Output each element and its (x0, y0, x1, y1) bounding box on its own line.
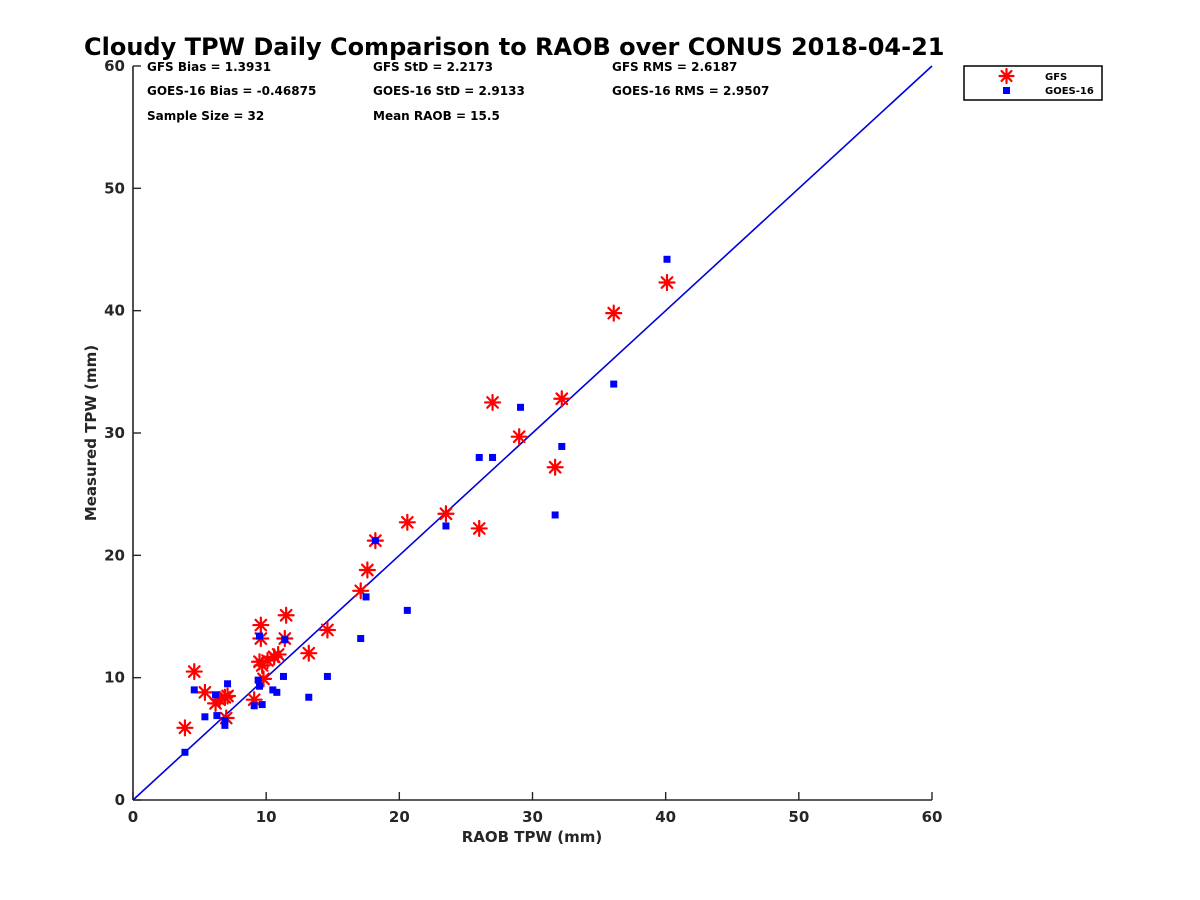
legend-goes-square-icon (1003, 87, 1010, 94)
y-tick-label: 30 (104, 424, 125, 442)
sample-size-stat: Sample Size = 32 (147, 109, 264, 123)
gfs-point (245, 691, 263, 709)
data-points (176, 255, 676, 756)
gfs-point (352, 582, 370, 600)
x-tick-label: 0 (128, 808, 138, 826)
gfs-point (196, 683, 214, 701)
goes-16-point (362, 593, 370, 601)
gfs-point (605, 304, 623, 322)
gfs-point (218, 687, 237, 705)
goes-16-point (213, 712, 221, 720)
goes-16-point (254, 676, 262, 684)
legend-gfs-asterisk-icon (998, 67, 1015, 85)
goes-16-point (224, 680, 232, 688)
gfs-point (358, 561, 376, 579)
gfs-point (210, 691, 229, 709)
x-axis-label: RAOB TPW (mm) (462, 828, 603, 846)
gfs-point (483, 393, 502, 412)
gfs-point (277, 606, 295, 624)
gfs-point (254, 670, 273, 688)
goes-16-point (323, 672, 331, 680)
goes-rms-stat: GOES-16 RMS = 2.9507 (612, 84, 769, 98)
mean-raob-stat: Mean RAOB = 15.5 (373, 109, 500, 123)
goes-16-point (371, 537, 379, 545)
goes-16-point (475, 453, 483, 461)
goes-bias-stat: GOES-16 Bias = -0.46875 (147, 84, 316, 98)
gfs-std-stat: GFS StD = 2.2173 (373, 60, 493, 74)
goes-16-point (305, 693, 313, 701)
goes-16-series (181, 255, 671, 756)
gfs-point (510, 428, 528, 446)
goes-16-point (489, 453, 497, 461)
y-axis-label: Measured TPW (mm) (82, 345, 100, 521)
goes-16-point (258, 701, 266, 709)
y-tick-label: 40 (104, 302, 125, 320)
y-tick-label: 10 (104, 669, 125, 687)
goes-16-point (201, 713, 209, 721)
gfs-rms-stat: GFS RMS = 2.6187 (612, 60, 737, 74)
legend-gfs-label: GFS (1045, 72, 1067, 83)
gfs-point (546, 458, 564, 476)
x-tick-label: 10 (256, 808, 277, 826)
y-tick-label: 60 (104, 57, 125, 75)
goes-16-point (281, 636, 289, 644)
goes-16-point (190, 686, 198, 694)
goes-std-stat: GOES-16 StD = 2.9133 (373, 84, 525, 98)
goes-16-point (357, 635, 365, 643)
gfs-point (269, 645, 287, 664)
gfs-point (658, 273, 676, 292)
y-tick-label: 50 (104, 179, 125, 197)
goes-16-point (212, 691, 220, 699)
gfs-point (185, 662, 203, 681)
goes-16-point (181, 748, 189, 756)
x-tick-label: 60 (922, 808, 943, 826)
legend: GFS GOES-16 (963, 65, 1103, 101)
goes-16-point (250, 702, 258, 710)
gfs-point (300, 644, 318, 662)
x-tick-label: 50 (788, 808, 809, 826)
gfs-point (176, 719, 194, 737)
x-tick-label: 30 (522, 808, 543, 826)
gfs-point (258, 651, 277, 670)
goes-16-point (273, 688, 281, 696)
legend-box (963, 65, 1103, 101)
y-tick-label: 20 (104, 546, 125, 564)
gfs-point (318, 621, 337, 639)
goes-16-point (269, 686, 277, 694)
goes-16-point (610, 380, 618, 388)
gfs-bias-stat: GFS Bias = 1.3931 (147, 60, 271, 74)
plot-axes: 0 10 20 30 40 50 60 0 10 20 30 40 50 60 (104, 57, 942, 826)
gfs-point (437, 505, 455, 523)
legend-gfs-asterisk (998, 67, 1015, 85)
one-to-one-line-group (132, 65, 933, 801)
goes-16-point (517, 403, 525, 411)
goes-16-point (221, 721, 229, 729)
goes-16-point (403, 606, 411, 614)
gfs-point (398, 513, 416, 531)
legend-goes-label: GOES-16 (1045, 86, 1094, 97)
goes-16-point (256, 632, 264, 640)
y-tick-label: 0 (115, 791, 125, 809)
x-tick-label: 20 (389, 808, 410, 826)
chart-title: Cloudy TPW Daily Comparison to RAOB over… (84, 33, 944, 61)
goes-16-point (551, 511, 559, 519)
gfs-point (553, 390, 571, 408)
gfs-point (470, 519, 488, 538)
gfs-series (176, 273, 676, 737)
one-to-one-line (132, 65, 933, 801)
goes-16-point (256, 682, 264, 690)
x-tick-label: 40 (655, 808, 676, 826)
gfs-point (252, 616, 270, 634)
goes-16-point (221, 716, 229, 724)
goes-16-point (663, 255, 671, 263)
goes-16-point (442, 522, 450, 530)
goes-16-point (558, 442, 566, 450)
goes-16-point (279, 672, 287, 680)
